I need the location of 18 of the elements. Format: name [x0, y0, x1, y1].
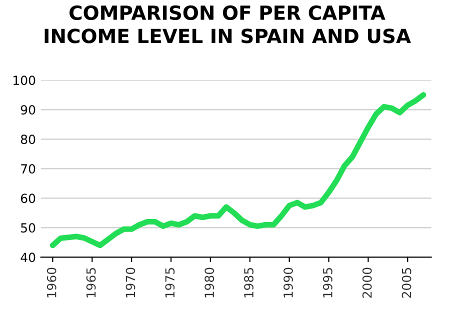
- y-tick-label: 70: [21, 164, 36, 174]
- y-tick-label: 40: [20, 252, 36, 262]
- x-tick-label: 1970: [126, 268, 136, 298]
- x-tick-label: 2005: [402, 268, 412, 298]
- x-tick-label: 1985: [244, 268, 254, 298]
- y-tick-label: 80: [20, 134, 36, 144]
- x-tick-label: 1965: [86, 268, 96, 298]
- x-tick-label: 1960: [46, 268, 56, 298]
- y-tick-label: 50: [21, 223, 36, 233]
- y-tick-label: 100: [14, 76, 36, 86]
- x-tick-label: 1975: [165, 268, 175, 298]
- chart-title: COMPARISON OF PER CAPITA INCOME LEVEL IN SPAIN AND USA: [44, 5, 411, 44]
- y-tick-label: 60: [20, 194, 36, 204]
- x-tick-label: 1995: [322, 268, 332, 298]
- y-tick-label: 90: [20, 105, 36, 115]
- x-tick-label: 2000: [362, 268, 372, 298]
- x-tick-label: 1980: [204, 268, 214, 298]
- x-tick-label: 1990: [283, 268, 293, 298]
